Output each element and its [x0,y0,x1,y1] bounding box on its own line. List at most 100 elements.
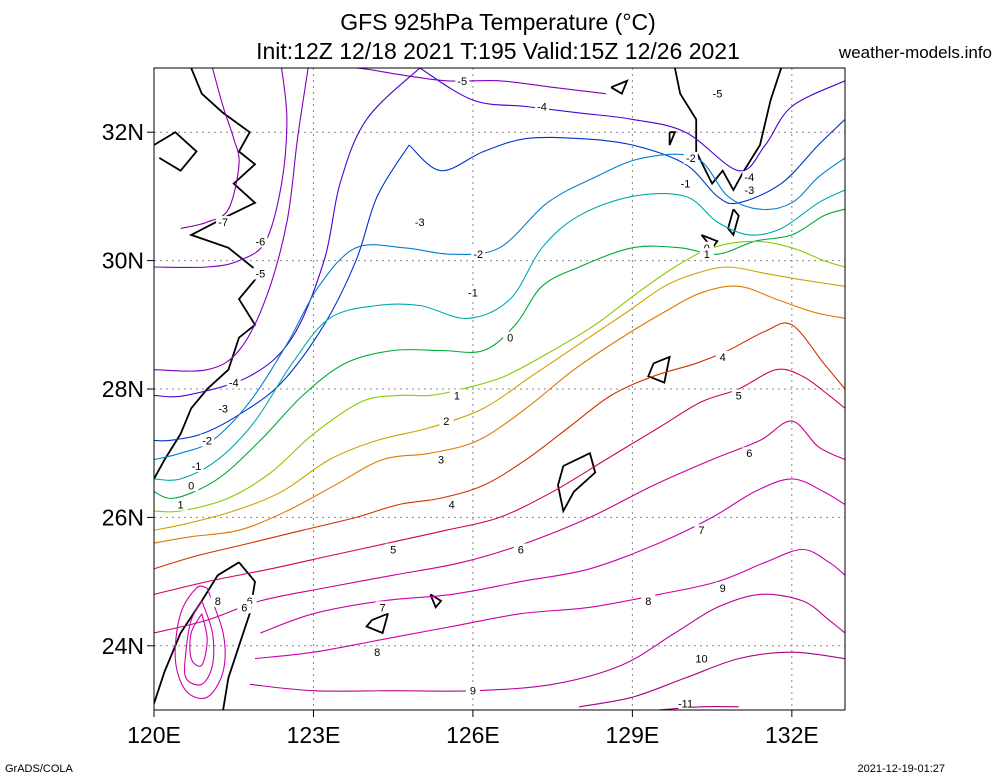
contour-line [154,153,845,461]
contour-label: 0 [188,480,194,492]
contour-label-bg [742,183,757,196]
contour-label: -4 [229,378,239,390]
contour-label-bg [184,479,199,492]
contour-line [658,706,739,710]
coastline [647,355,671,384]
contour-label: -3 [744,185,754,197]
site-credit: weather-models.info [838,43,992,62]
contour-label-bg [412,216,427,229]
title-line-2: Init:12Z 12/18 2021 T:195 Valid:15Z 12/2… [256,38,740,64]
coastlines [154,68,783,710]
contour-label: -4 [537,102,547,114]
lon-tick-label: 123E [287,722,341,748]
contour-label: -11 [678,699,693,711]
contour-label-bg [715,350,730,363]
contour-label: -4 [744,172,754,184]
coastline [674,68,783,192]
contour-label: 6 [746,448,752,460]
contour-label-bg [465,684,480,697]
contour-label-bg [449,389,464,402]
contour-label: -5 [457,76,467,88]
contour-label-bg [678,697,693,710]
lon-tick-label: 132E [765,722,819,748]
contour-label-bg [694,524,709,537]
contour-label: 5 [736,390,742,402]
contour-label: -3 [415,217,425,229]
contour-label: -5 [255,268,265,280]
contour-label: 0 [507,333,513,345]
contour-label-bg [200,434,215,447]
contour-label-bg [444,498,459,511]
contour-line [154,68,309,372]
lat-tick-label: 30N [102,248,144,274]
contour-line [308,68,606,95]
contour-label-bg [173,498,188,511]
lat-tick-label: 26N [102,504,144,530]
contour-label: 4 [720,352,726,364]
coastline [365,612,390,635]
coastline [154,561,240,704]
contour-label: -6 [255,236,265,248]
contour-label-bg [455,74,470,87]
contour-label-bg [678,177,693,190]
contour-line [154,420,845,634]
contour-line [180,68,240,230]
contour-label-bg [439,415,454,428]
contour-label: 9 [470,686,476,698]
contour-label: 2 [443,416,449,428]
contour-label-bg [253,267,268,280]
contour-label: 9 [720,583,726,595]
lat-tick-label: 28N [102,376,144,402]
contour-label: -1 [192,461,202,473]
lon-tick-label: 129E [606,722,660,748]
contour-label-bg [375,601,390,614]
contour-line [154,208,845,500]
contour-label: 7 [698,525,704,537]
contour-label: 6 [518,545,524,557]
coastline [727,208,740,237]
lat-tick-label: 24N [102,633,144,659]
contour-line [154,240,845,513]
contour-line [154,144,410,442]
contour-label: -2 [473,249,483,261]
contour-label: 3 [438,455,444,467]
contour-label-bg [216,402,231,415]
coastline [154,68,262,480]
contour-line [249,593,845,692]
contour-label-bg [471,248,486,261]
contour-label-bg [699,248,714,261]
contour-line [189,613,208,667]
contour-label-bg [253,235,268,248]
coastline [154,131,198,172]
contour-label: -7 [218,217,228,229]
contour-label: 10 [695,654,707,666]
contour-line [154,368,845,595]
contour-labels: -7-6-5-5-5-4-4-4-3-3-3-2-2-2-1-1-1000111… [173,74,757,711]
contour-line [154,189,845,481]
coastline [668,131,677,146]
contour-label: 1 [704,249,710,261]
coastline [429,593,443,610]
contour-label-bg [465,286,480,299]
contour-label-bg [710,87,725,100]
coastline [222,561,256,710]
coastline [610,79,629,96]
contour-line [579,651,845,708]
contour-label: -2 [202,435,212,447]
footer-timestamp: 2021-12-19-01:27 [857,763,945,775]
contour-label-bg [216,216,231,229]
contour-label-bg [370,646,385,659]
contour-label: -5 [713,89,723,101]
contour-label: 8 [215,596,221,608]
contour-line [260,478,845,634]
contour-label-bg [386,543,401,556]
contour-label: -3 [218,403,228,415]
lat-tick-label: 32N [102,119,144,145]
contour-label: -2 [686,153,696,165]
contour-label-bg [742,447,757,460]
contour-label: 1 [178,500,184,512]
contour-line [183,600,215,686]
grid-lines [153,68,845,710]
contour-label: 6 [241,602,247,614]
